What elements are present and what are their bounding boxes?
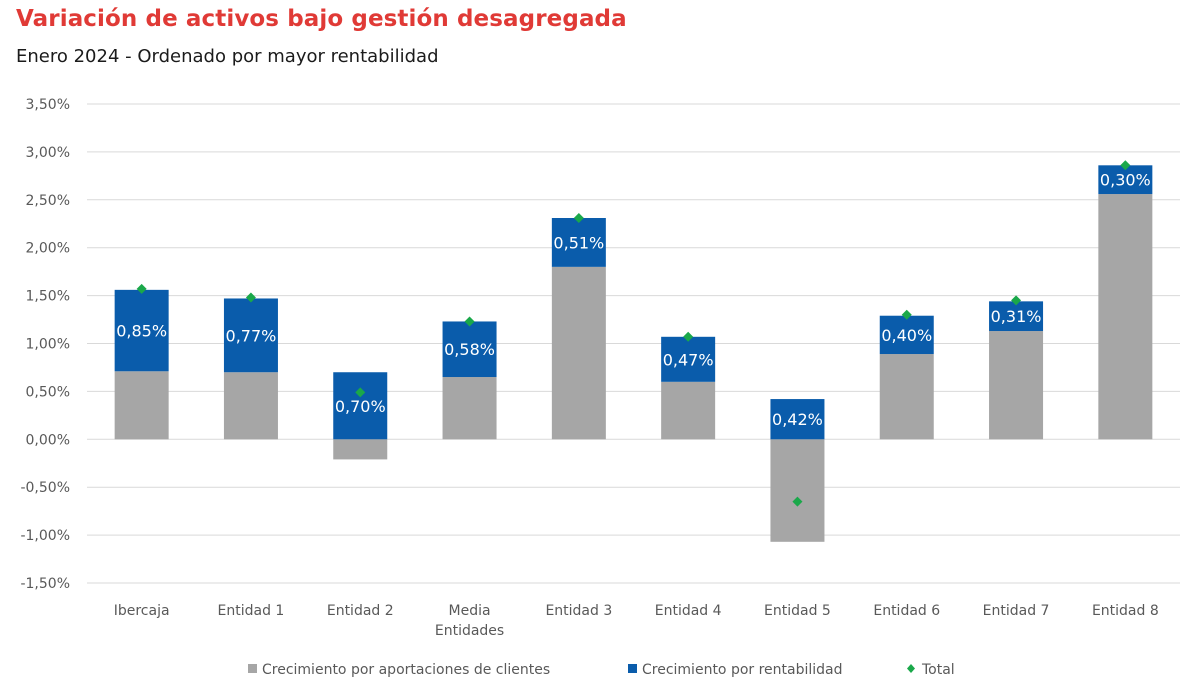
- bar-aportaciones: [1098, 194, 1153, 440]
- y-tick-label: 2,00%: [26, 241, 70, 257]
- legend-label: Crecimiento por rentabilidad: [642, 662, 843, 678]
- bar-aportaciones: [333, 439, 388, 460]
- total-marker: [901, 309, 912, 320]
- total-marker: [464, 316, 475, 327]
- total-markers: [136, 160, 1131, 507]
- legend-swatch-rentabilidad: [628, 664, 637, 673]
- total-marker: [1120, 160, 1131, 171]
- y-tick-label: 3,50%: [26, 97, 70, 113]
- bar-aportaciones: [114, 371, 169, 440]
- x-category-label: Entidades: [435, 623, 504, 639]
- y-tick-label: 1,00%: [26, 337, 70, 353]
- bar-aportaciones: [879, 354, 934, 440]
- bar-aportaciones: [770, 439, 825, 542]
- x-category-label: Entidad 3: [545, 603, 612, 619]
- data-label: 0,47%: [663, 350, 714, 369]
- x-category-label: Entidad 8: [1092, 603, 1159, 619]
- chart-title: Variación de activos bajo gestión desagr…: [16, 6, 627, 32]
- total-marker: [136, 283, 147, 294]
- x-category-label: Ibercaja: [114, 603, 170, 619]
- y-tick-label: 3,00%: [26, 145, 70, 161]
- bar-aportaciones: [989, 331, 1044, 440]
- data-label: 0,51%: [553, 233, 604, 252]
- y-tick-label: 0,50%: [26, 384, 70, 400]
- legend: Crecimiento por aportaciones de clientes…: [248, 662, 955, 678]
- legend-label: Total: [921, 662, 955, 678]
- y-tick-label: -1,00%: [20, 528, 70, 544]
- y-tick-label: 2,50%: [26, 193, 70, 209]
- y-tick-label: -1,50%: [20, 576, 70, 592]
- data-label: 0,40%: [881, 326, 932, 345]
- data-label: 0,30%: [1100, 171, 1151, 190]
- bar-rentabilidad: [661, 336, 716, 382]
- total-marker: [355, 387, 366, 398]
- legend-swatch-aportaciones: [248, 664, 257, 673]
- bar-rentabilidad: [114, 289, 169, 372]
- y-axis-ticks: 3,50% 3,00% 2,50% 2,00% 1,50% 1,00% 0,50% 0,00%…: [20, 97, 70, 592]
- bar-aportaciones: [551, 266, 606, 440]
- x-category-label: Entidad 1: [218, 603, 285, 619]
- y-tick-label: 0,00%: [26, 432, 70, 448]
- x-category-label: Media: [449, 603, 491, 619]
- total-marker: [683, 331, 694, 342]
- total-marker: [573, 213, 584, 224]
- bar-rentabilidad: [989, 301, 1044, 332]
- bar-rentabilidad: [770, 399, 825, 440]
- x-category-label: Entidad 4: [655, 603, 722, 619]
- x-category-label: Entidad 6: [873, 603, 940, 619]
- data-labels: 0,85% 0,77% 0,70% 0,58% 0,51% 0,47% 0,42% 0,40%…: [116, 171, 1151, 430]
- total-marker: [245, 292, 256, 303]
- y-tick-label: -0,50%: [20, 480, 70, 496]
- bars: [114, 165, 1153, 542]
- x-category-label: Entidad 7: [983, 603, 1050, 619]
- bar-aportaciones: [661, 381, 716, 440]
- total-marker: [792, 496, 803, 507]
- y-tick-label: 1,50%: [26, 289, 70, 305]
- data-label: 0,42%: [772, 410, 823, 429]
- x-category-label: Entidad 5: [764, 603, 831, 619]
- bar-aportaciones: [442, 377, 497, 440]
- bar-rentabilidad: [442, 321, 497, 378]
- legend-label: Crecimiento por aportaciones de clientes: [262, 662, 550, 678]
- bar-aportaciones: [223, 372, 278, 440]
- data-label: 0,31%: [991, 307, 1042, 326]
- legend-swatch-total: [907, 664, 915, 673]
- data-label: 0,85%: [116, 322, 167, 341]
- total-marker: [1011, 295, 1022, 306]
- chart-subtitle: Enero 2024 - Ordenado por mayor rentabil…: [16, 46, 439, 67]
- x-category-label: Entidad 2: [327, 603, 394, 619]
- bar-rentabilidad: [551, 218, 606, 267]
- bar-rentabilidad: [223, 298, 278, 373]
- x-axis-categories: Ibercaja Entidad 1 Entidad 2 Media Entidades…: [114, 603, 1159, 639]
- data-label: 0,77%: [226, 326, 277, 345]
- data-label: 0,58%: [444, 340, 495, 359]
- bar-rentabilidad: [333, 372, 388, 440]
- bar-rentabilidad: [879, 315, 934, 355]
- data-label: 0,70%: [335, 397, 386, 416]
